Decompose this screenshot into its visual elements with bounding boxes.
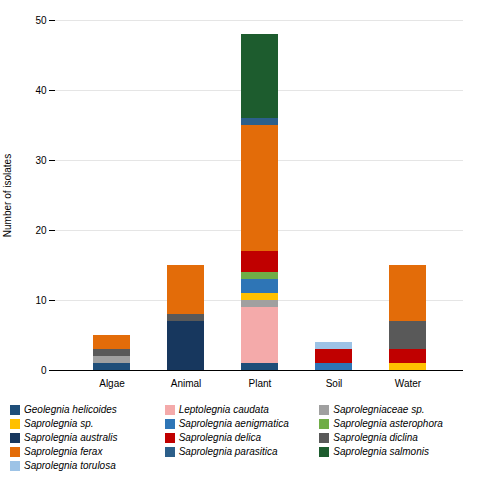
html-text:Saprolegnia ferax: Saprolegnia ferax [24,446,103,457]
html-text:Saprolegnia aenigmatica: Saprolegnia aenigmatica [178,418,289,429]
html-text:Saprolegnia sp.: Saprolegnia sp. [24,418,94,429]
svg-text:50: 50 [35,15,47,26]
svg-text:10: 10 [35,295,47,306]
html-text:Saprolegnia salmonis: Saprolegnia salmonis [333,446,429,457]
html-text:Saprolegnia asterophora: Saprolegnia asterophora [333,418,443,429]
html-text:Leptolegnia caudata: Leptolegnia caudata [178,404,269,415]
svg-text:Plant: Plant [249,378,272,389]
svg-text:30: 30 [35,155,47,166]
svg-text:0: 0 [41,365,47,376]
svg-text:Algae: Algae [99,378,125,389]
svg-text:Animal: Animal [171,378,202,389]
html-text:Saprolegnia diclina: Saprolegnia diclina [333,432,418,443]
html-text:Saprolegniaceae sp.: Saprolegniaceae sp. [333,404,425,415]
svg-text:20: 20 [35,225,47,236]
html-text:Geolegnia helicoides: Geolegnia helicoides [24,404,117,415]
html-text:Saprolegnia parasitica: Saprolegnia parasitica [178,446,278,457]
html-text:Saprolegnia torulosa: Saprolegnia torulosa [24,460,116,471]
html-text:Saprolegnia delica: Saprolegnia delica [178,432,261,443]
html-text:Saprolegnia australis: Saprolegnia australis [24,432,118,443]
svg-text:Water: Water [395,378,422,389]
svg-text:Number of isolates: Number of isolates [2,154,13,237]
svg-text:40: 40 [35,85,47,96]
svg-text:Soil: Soil [326,378,343,389]
